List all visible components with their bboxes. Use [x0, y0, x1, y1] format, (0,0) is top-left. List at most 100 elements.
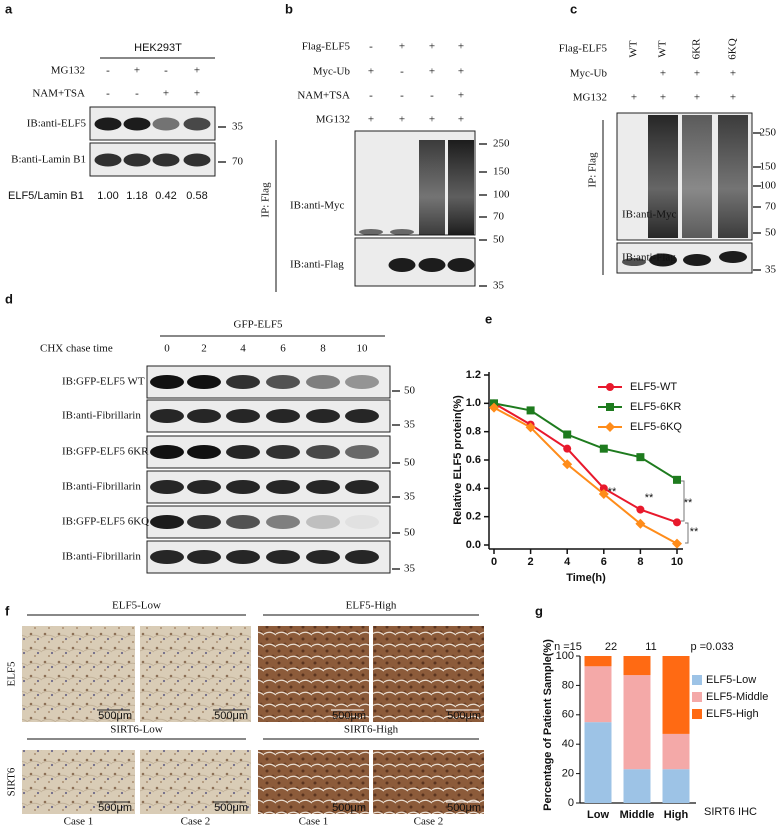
band	[226, 515, 260, 529]
scale-bar: 500μm	[332, 802, 366, 814]
ihc-image	[22, 626, 135, 722]
condition-value: -	[106, 88, 110, 100]
band	[187, 445, 221, 459]
condition-name: MG132	[573, 92, 607, 104]
condition-value: +	[368, 114, 374, 126]
blot-label: IB:GFP-ELF5 6KQ	[62, 516, 149, 528]
annotation: 11	[645, 641, 656, 653]
condition-name: NAM+TSA	[32, 88, 85, 100]
condition-value: +	[194, 88, 200, 100]
x-tick-label: 10	[671, 556, 683, 568]
chase-time: 8	[320, 343, 326, 355]
blot-label: IB:anti-Myc	[622, 209, 676, 221]
band	[719, 251, 747, 263]
mw-marker: 50	[493, 234, 505, 246]
condition-value: -	[369, 41, 373, 53]
condition-value: WT	[657, 40, 669, 57]
x-axis-title: SIRT6 IHC	[704, 806, 757, 818]
band	[306, 515, 340, 529]
x-tick-label: 2	[528, 556, 534, 568]
band	[649, 253, 677, 267]
band	[226, 480, 260, 494]
x-tick-label: 4	[564, 556, 571, 568]
condition-value: 6KQ	[727, 38, 739, 59]
band	[306, 409, 340, 423]
band	[123, 153, 151, 167]
band	[226, 409, 260, 423]
y-tick-label: 40	[562, 738, 574, 750]
annotation: **	[684, 497, 693, 509]
condition-value: +	[660, 92, 666, 104]
legend-label: ELF5-Low	[706, 674, 756, 686]
condition-name: MG132	[51, 65, 85, 77]
ratio-value: 1.00	[97, 190, 118, 202]
mw-marker: 50	[765, 227, 777, 239]
mw-marker: 100	[760, 180, 777, 192]
bar-segment	[623, 675, 651, 770]
condition-value: +	[458, 41, 464, 53]
condition-value: WT	[628, 40, 640, 57]
y-tick-label: 0.4	[466, 482, 482, 494]
band	[266, 480, 300, 494]
series-line	[493, 402, 678, 481]
case-label: Case 2	[181, 816, 211, 828]
condition-value: +	[134, 65, 140, 77]
condition-name: NAM+TSA	[297, 90, 350, 102]
point	[673, 475, 681, 484]
scale-bar: 500μm	[98, 802, 132, 814]
condition-value: -	[400, 90, 404, 102]
blot-label: IB:GFP-ELF5 6KR	[62, 446, 149, 458]
condition-name: Myc-Ub	[570, 68, 608, 80]
point	[598, 489, 609, 499]
band	[345, 480, 379, 494]
ip-label: IP: Flag	[587, 152, 599, 188]
mw-marker: 50	[404, 385, 416, 397]
band	[94, 117, 122, 131]
blot-label: B:anti-Lamin B1	[11, 154, 86, 166]
band	[266, 515, 300, 529]
group-heading: SIRT6-High	[344, 724, 399, 736]
condition-value: +	[730, 92, 736, 104]
ihc-image	[373, 750, 484, 814]
case-label: Case 1	[299, 816, 329, 828]
condition-value: +	[730, 68, 736, 80]
smear	[718, 115, 748, 238]
case-label: Case 2	[414, 816, 444, 828]
annotation: **	[608, 486, 617, 498]
x-tick-label: 0	[491, 556, 497, 568]
point	[525, 422, 536, 433]
blot-label: IB:anti-Flag	[290, 259, 344, 271]
ratio-value: 0.42	[155, 190, 176, 202]
bar-segment	[623, 656, 651, 676]
annotation: **	[645, 492, 654, 504]
band	[388, 258, 416, 272]
blot-label: IB:GFP-ELF5 WT	[62, 376, 145, 388]
panel-label: a	[5, 1, 13, 16]
scale-bar: 500μm	[214, 802, 248, 814]
annotation: p =0.033	[690, 641, 733, 653]
ihc-image	[140, 750, 251, 814]
scale-bar: 500μm	[332, 710, 366, 722]
band	[418, 258, 446, 272]
panel-label: b	[285, 1, 293, 16]
band	[187, 375, 221, 389]
blot-label: IB:anti-Fibrillarin	[62, 410, 141, 422]
condition-value: -	[135, 88, 139, 100]
legend-label: ELF5-6KR	[630, 401, 681, 413]
legend-swatch	[692, 709, 702, 719]
blot-label: IB:anti-Fibrillarin	[62, 551, 141, 563]
bar-segment	[584, 656, 612, 667]
band	[345, 550, 379, 564]
ratio-value: 0.58	[186, 190, 207, 202]
group-heading: ELF5-Low	[112, 600, 161, 612]
point	[599, 444, 608, 453]
construct: GFP-ELF5	[234, 319, 283, 331]
legend-marker	[606, 403, 614, 411]
chase-time: 10	[357, 343, 369, 355]
band	[94, 153, 122, 167]
condition-value: -	[369, 90, 373, 102]
band	[622, 258, 646, 266]
condition-name: Flag-ELF5	[302, 41, 351, 53]
band	[150, 445, 184, 459]
x-tick-label: 6	[601, 556, 607, 568]
